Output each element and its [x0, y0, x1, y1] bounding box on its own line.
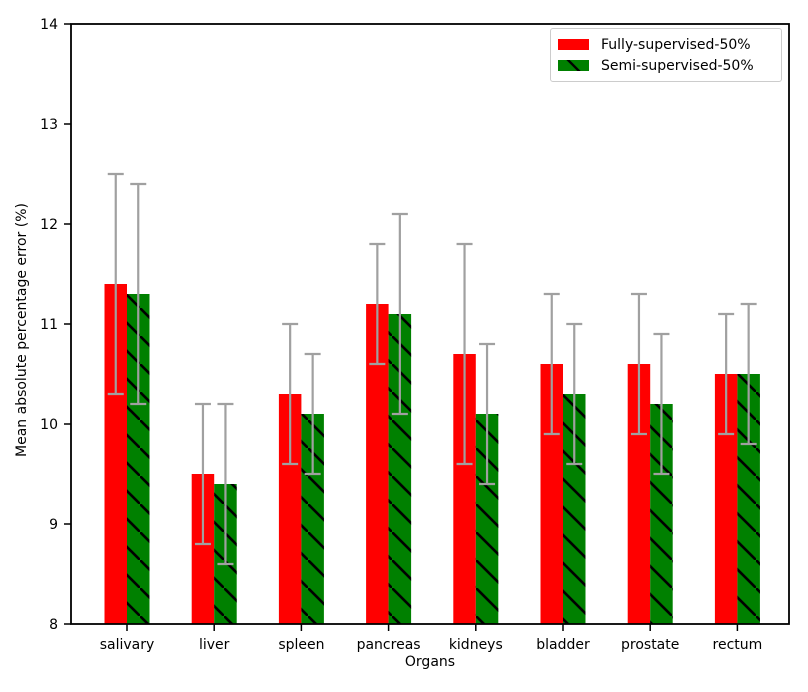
error-bar-prostate-fully: [630, 292, 647, 436]
error-bar-liver-semi: [217, 402, 234, 566]
bar-salivary-fully: [104, 284, 127, 624]
error-bar-salivary-fully: [107, 172, 124, 396]
bar-kidneys-fully: [453, 354, 476, 624]
error-bar-spleen-semi: [304, 352, 321, 476]
error-bar-pancreas-fully: [369, 242, 386, 366]
bar-pancreas-fully: [366, 304, 389, 624]
y-tick-label-14: 14: [40, 17, 58, 33]
bar-prostate-fully: [627, 364, 651, 624]
bar-hatch-salivary: [127, 294, 150, 624]
error-bar-spleen-fully: [282, 322, 299, 466]
error-bar-prostate-semi: [653, 332, 670, 476]
error-bar-kidneys-fully: [456, 242, 473, 466]
bar-hatch-kidneys: [475, 414, 499, 624]
x-tick-label-salivary: salivary: [100, 637, 155, 653]
x-tick-label-kidneys: kidneys: [449, 637, 503, 653]
x-axis-label: Organs: [404, 654, 456, 670]
x-tick-label-rectum: rectum: [713, 637, 763, 653]
legend-swatch-fully-supervised-icon: [558, 39, 589, 50]
error-bar-bladder-fully: [543, 292, 560, 436]
bar-hatch-prostate: [650, 404, 673, 624]
y-tick-label-9: 9: [49, 517, 58, 533]
legend-item-fully-supervised: Fully-supervised-50%: [558, 34, 773, 55]
x-tick-label-prostate: prostate: [621, 637, 679, 653]
error-bar-pancreas-semi: [391, 212, 408, 416]
legend-label-fully-supervised: Fully-supervised-50%: [601, 36, 751, 53]
x-tick-label-spleen: spleen: [278, 637, 324, 653]
bar-rectum-fully: [714, 374, 738, 624]
legend: Fully-supervised-50% Semi-supervised-50%: [550, 28, 782, 82]
bar-bladder-fully: [540, 364, 563, 624]
bar-hatch-spleen: [301, 414, 324, 624]
bar-hatch-pancreas: [388, 314, 412, 624]
y-tick-label-12: 12: [40, 217, 58, 233]
y-tick-label-11: 11: [40, 317, 58, 333]
error-bar-rectum-fully: [718, 312, 735, 436]
x-tick-label-pancreas: pancreas: [357, 637, 421, 653]
legend-item-semi-supervised: Semi-supervised-50%: [558, 55, 773, 76]
plot-border: [70, 23, 790, 625]
y-axis-label: Mean absolute percentage error (%): [14, 203, 30, 457]
error-bar-liver-fully: [194, 402, 211, 546]
bar-spleen-fully: [278, 394, 302, 624]
y-tick-label-8: 8: [49, 617, 58, 633]
bar-liver-fully: [191, 474, 215, 624]
y-tick-label-13: 13: [40, 117, 58, 133]
x-tick-label-liver: liver: [199, 637, 230, 653]
x-tick-label-bladder: bladder: [536, 637, 590, 653]
error-bar-rectum-semi: [740, 302, 757, 446]
legend-swatch-semi-supervised-icon: [558, 60, 589, 71]
error-bar-salivary-semi: [130, 182, 147, 406]
bar-hatch-bladder: [563, 394, 586, 624]
legend-label-semi-supervised: Semi-supervised-50%: [601, 57, 754, 74]
error-bar-bladder-semi: [566, 322, 583, 466]
y-tick-label-10: 10: [40, 417, 58, 433]
bar-hatch-rectum: [737, 374, 760, 624]
error-bar-kidneys-semi: [479, 342, 496, 486]
